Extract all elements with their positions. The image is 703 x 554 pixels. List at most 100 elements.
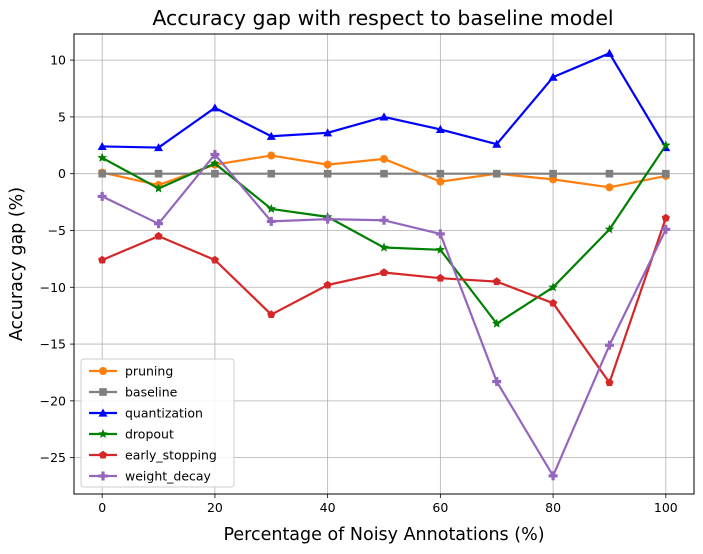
data-point-quantization bbox=[604, 48, 614, 57]
data-point-weight_decay bbox=[492, 377, 502, 387]
y-tick-label: −10 bbox=[40, 280, 66, 295]
x-tick-label: 100 bbox=[654, 500, 678, 515]
data-point-pruning bbox=[380, 154, 388, 163]
series-baseline bbox=[98, 169, 670, 178]
data-point-weight_decay bbox=[604, 340, 614, 350]
data-point-weight_decay bbox=[435, 229, 445, 239]
legend-marker bbox=[98, 408, 108, 417]
data-point-quantization bbox=[492, 139, 502, 148]
legend-entry-quantization: quantization bbox=[89, 406, 203, 421]
data-point-dropout bbox=[153, 183, 164, 193]
legend-label: quantization bbox=[125, 406, 203, 421]
legend-marker bbox=[98, 471, 108, 481]
data-point-weight_decay bbox=[548, 471, 558, 481]
x-tick-label: 20 bbox=[207, 500, 223, 515]
data-point-dropout bbox=[379, 242, 389, 252]
y-tick-label: −20 bbox=[40, 393, 66, 408]
data-point-dropout bbox=[661, 140, 671, 150]
series-line-quantization bbox=[102, 52, 667, 149]
data-point-quantization bbox=[548, 72, 558, 81]
x-axis-label: Percentage of Noisy Annotations (%) bbox=[223, 525, 544, 545]
y-tick-label: 0 bbox=[58, 166, 66, 181]
y-axis-label: Accuracy gap (%) bbox=[7, 187, 27, 341]
data-point-baseline bbox=[380, 169, 388, 178]
data-point-dropout bbox=[548, 282, 558, 292]
legend-entry-baseline: baseline bbox=[89, 385, 178, 400]
data-point-baseline bbox=[492, 169, 501, 178]
legend-entry-pruning: pruning bbox=[89, 364, 173, 379]
legend-marker bbox=[99, 367, 107, 375]
y-tick-label: −15 bbox=[40, 337, 66, 352]
data-point-baseline bbox=[605, 169, 614, 178]
legend-marker bbox=[98, 429, 108, 439]
data-point-baseline bbox=[662, 169, 670, 178]
x-tick-label: 40 bbox=[320, 500, 336, 515]
data-point-dropout bbox=[604, 224, 615, 234]
data-point-baseline bbox=[211, 169, 219, 178]
series-layer bbox=[97, 48, 671, 481]
data-point-early_stopping bbox=[436, 273, 445, 282]
data-point-early_stopping bbox=[154, 231, 163, 240]
data-point-early_stopping bbox=[549, 298, 558, 307]
data-point-dropout bbox=[491, 318, 502, 328]
y-tick-label: −5 bbox=[48, 223, 66, 238]
data-point-early_stopping bbox=[661, 213, 670, 222]
series-dropout bbox=[97, 140, 671, 328]
y-tick-label: 10 bbox=[50, 53, 66, 68]
legend-box bbox=[80, 358, 235, 488]
legend-label: baseline bbox=[125, 385, 178, 400]
y-tick-label: −25 bbox=[40, 450, 66, 465]
data-point-early_stopping bbox=[210, 255, 219, 264]
legend-label: dropout bbox=[125, 427, 174, 442]
data-point-pruning bbox=[267, 151, 276, 160]
legend-entry-early_stopping: early_stopping bbox=[89, 448, 217, 463]
data-point-early_stopping bbox=[323, 280, 332, 289]
data-point-quantization bbox=[323, 128, 333, 137]
x-tick-label: 60 bbox=[432, 500, 448, 515]
chart-title: Accuracy gap with respect to baseline mo… bbox=[152, 6, 613, 30]
data-point-early_stopping bbox=[267, 310, 276, 319]
legend-entry-dropout: dropout bbox=[89, 427, 174, 442]
data-point-weight_decay bbox=[379, 215, 389, 225]
data-point-baseline bbox=[323, 169, 332, 178]
legend-label: early_stopping bbox=[125, 448, 217, 463]
data-point-dropout bbox=[210, 158, 220, 168]
data-point-early_stopping bbox=[492, 277, 501, 286]
data-point-baseline bbox=[98, 169, 106, 178]
series-weight_decay bbox=[97, 149, 671, 481]
legend-entry-weight_decay: weight_decay bbox=[89, 469, 212, 484]
data-point-early_stopping bbox=[379, 268, 389, 276]
legend: pruning baseline quantization dropout early_… bbox=[80, 358, 235, 488]
data-point-early_stopping bbox=[605, 378, 614, 387]
data-point-quantization bbox=[379, 112, 389, 121]
data-point-baseline bbox=[549, 169, 557, 178]
data-point-dropout bbox=[435, 244, 446, 254]
legend-marker bbox=[98, 450, 108, 459]
axis-ticks: 0 20 40 60 80 100 −25 −20 −15 −10 −5 0 5 10 bbox=[40, 53, 678, 515]
data-point-pruning bbox=[605, 183, 614, 192]
x-tick-label: 0 bbox=[98, 500, 106, 515]
data-point-quantization bbox=[97, 141, 107, 151]
data-point-weight_decay bbox=[210, 149, 220, 159]
data-point-weight_decay bbox=[97, 191, 107, 201]
data-point-quantization bbox=[210, 103, 220, 112]
data-point-pruning bbox=[436, 177, 445, 186]
data-point-quantization bbox=[435, 124, 445, 134]
series-early_stopping bbox=[98, 213, 670, 387]
data-point-quantization bbox=[154, 143, 164, 152]
x-tick-label: 80 bbox=[545, 500, 561, 515]
legend-marker bbox=[99, 388, 107, 396]
data-point-weight_decay bbox=[266, 216, 276, 226]
data-point-dropout bbox=[266, 203, 277, 213]
data-point-weight_decay bbox=[661, 224, 671, 234]
legend-label: weight_decay bbox=[125, 469, 212, 484]
legend-label: pruning bbox=[125, 364, 173, 379]
data-point-weight_decay bbox=[154, 219, 164, 229]
plot-frame bbox=[73, 33, 695, 495]
y-tick-label: 5 bbox=[58, 109, 66, 124]
data-point-baseline bbox=[267, 169, 276, 178]
series-quantization bbox=[97, 48, 671, 152]
data-point-early_stopping bbox=[98, 255, 107, 264]
data-point-pruning bbox=[323, 160, 332, 169]
